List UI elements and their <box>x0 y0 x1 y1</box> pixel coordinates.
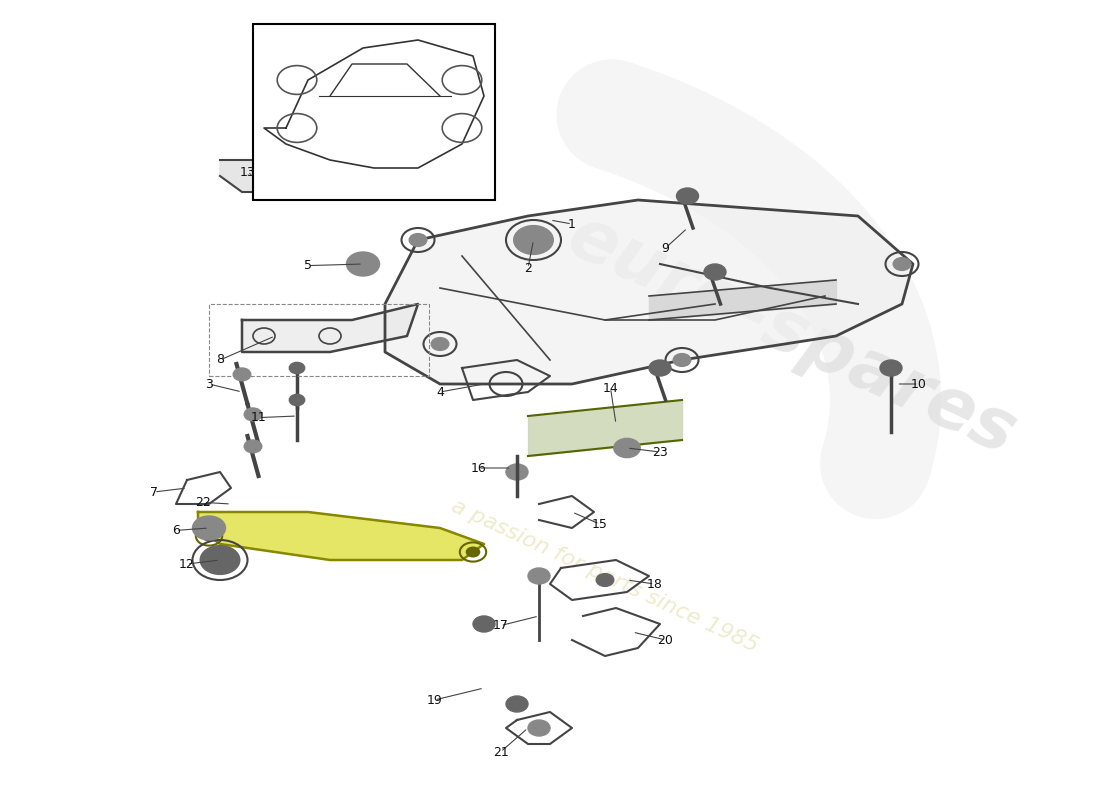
Bar <box>209 304 429 376</box>
Circle shape <box>244 440 262 453</box>
Circle shape <box>409 234 427 246</box>
Text: 16: 16 <box>471 462 486 474</box>
Circle shape <box>649 360 671 376</box>
Circle shape <box>466 547 480 557</box>
Polygon shape <box>242 304 418 352</box>
Text: a passion for parts since 1985: a passion for parts since 1985 <box>449 496 761 656</box>
Circle shape <box>614 438 640 458</box>
Circle shape <box>676 188 698 204</box>
Text: 18: 18 <box>647 578 662 590</box>
Circle shape <box>880 360 902 376</box>
Circle shape <box>233 368 251 381</box>
Text: euro-spares: euro-spares <box>557 202 1027 470</box>
Text: 3: 3 <box>205 378 213 390</box>
Text: 7: 7 <box>150 486 158 498</box>
Circle shape <box>289 394 305 406</box>
Text: 2: 2 <box>524 262 532 274</box>
Circle shape <box>202 531 216 541</box>
Text: 1: 1 <box>568 218 576 230</box>
Text: 5: 5 <box>304 259 312 272</box>
Text: 20: 20 <box>658 634 673 646</box>
Circle shape <box>431 338 449 350</box>
Text: 10: 10 <box>911 378 926 390</box>
Circle shape <box>473 616 495 632</box>
Text: 12: 12 <box>179 558 195 570</box>
Text: 15: 15 <box>592 518 607 530</box>
Polygon shape <box>385 200 913 384</box>
Polygon shape <box>220 160 308 192</box>
Circle shape <box>893 258 911 270</box>
Circle shape <box>244 408 262 421</box>
Circle shape <box>200 546 240 574</box>
Circle shape <box>346 252 380 276</box>
Text: 4: 4 <box>436 386 444 398</box>
Text: 23: 23 <box>652 446 668 458</box>
Circle shape <box>596 574 614 586</box>
Text: 9: 9 <box>661 242 670 254</box>
Text: 6: 6 <box>172 524 180 537</box>
Circle shape <box>289 362 305 374</box>
Text: 17: 17 <box>493 619 508 632</box>
Text: 8: 8 <box>216 354 224 366</box>
Text: 13: 13 <box>240 166 255 178</box>
Circle shape <box>704 264 726 280</box>
Circle shape <box>192 516 226 540</box>
Circle shape <box>514 226 553 254</box>
Circle shape <box>506 464 528 480</box>
Circle shape <box>528 720 550 736</box>
Text: 21: 21 <box>493 746 508 758</box>
Bar <box>253 24 495 200</box>
Circle shape <box>506 696 528 712</box>
Text: 11: 11 <box>251 411 266 424</box>
Text: 14: 14 <box>603 382 618 394</box>
Text: 22: 22 <box>196 496 211 509</box>
Text: 19: 19 <box>427 694 442 706</box>
Polygon shape <box>198 512 484 560</box>
Circle shape <box>673 354 691 366</box>
Circle shape <box>528 568 550 584</box>
